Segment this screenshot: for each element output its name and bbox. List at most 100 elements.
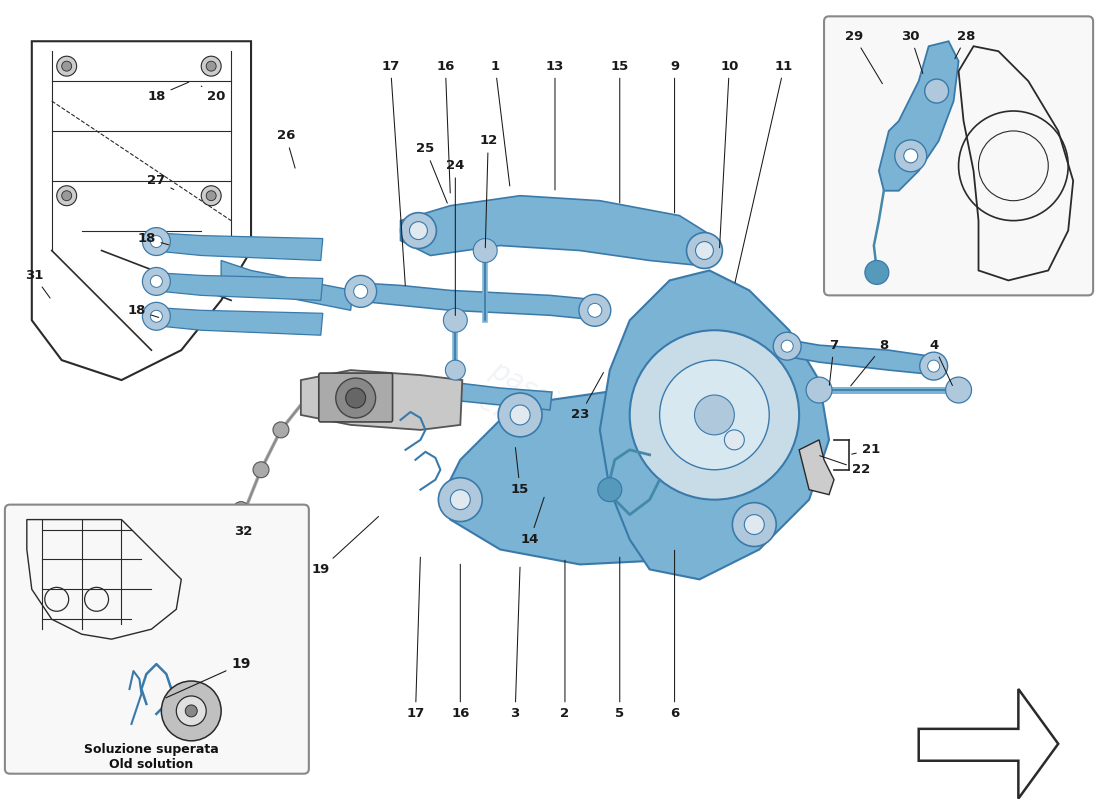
Text: 1: 1 [491, 60, 509, 186]
Polygon shape [918, 689, 1058, 798]
Circle shape [233, 502, 249, 518]
Text: 28: 28 [955, 30, 976, 58]
Circle shape [925, 79, 948, 103]
Circle shape [142, 267, 170, 295]
Polygon shape [221, 261, 353, 310]
Circle shape [162, 681, 221, 741]
Circle shape [345, 388, 365, 408]
Circle shape [151, 235, 163, 247]
Text: 8: 8 [850, 338, 889, 386]
Circle shape [686, 233, 723, 269]
Text: 13: 13 [546, 60, 564, 190]
Text: 11: 11 [735, 60, 793, 282]
Polygon shape [381, 378, 552, 410]
Circle shape [725, 430, 745, 450]
Circle shape [865, 261, 889, 285]
Circle shape [510, 405, 530, 425]
Circle shape [694, 395, 735, 435]
Text: 18: 18 [138, 232, 168, 245]
Circle shape [498, 393, 542, 437]
Circle shape [253, 462, 270, 478]
Circle shape [894, 140, 926, 172]
Text: 16: 16 [437, 60, 454, 193]
Circle shape [142, 302, 170, 330]
Circle shape [151, 275, 163, 287]
Text: 16: 16 [451, 564, 470, 721]
Polygon shape [351, 282, 602, 320]
Text: 18: 18 [128, 304, 158, 318]
Circle shape [185, 705, 197, 717]
Text: passion for
performance: passion for performance [458, 350, 642, 490]
Circle shape [713, 418, 757, 462]
Circle shape [920, 352, 947, 380]
Text: 3: 3 [510, 567, 520, 721]
FancyBboxPatch shape [319, 373, 393, 422]
Text: 25: 25 [416, 142, 448, 203]
Text: Soluzione superata
Old solution: Soluzione superata Old solution [84, 742, 219, 770]
Circle shape [62, 61, 72, 71]
Circle shape [946, 377, 971, 403]
Text: 10: 10 [719, 60, 738, 248]
Circle shape [151, 310, 163, 322]
Text: 5: 5 [615, 558, 625, 721]
Text: 29: 29 [845, 30, 882, 84]
Circle shape [201, 56, 221, 76]
Text: 19: 19 [166, 657, 251, 698]
Text: 6: 6 [670, 550, 679, 721]
Polygon shape [152, 307, 322, 335]
Circle shape [206, 61, 217, 71]
Polygon shape [600, 270, 829, 579]
Text: 31: 31 [24, 269, 51, 298]
Circle shape [206, 190, 217, 201]
Text: 18: 18 [147, 82, 189, 102]
Text: 20: 20 [201, 86, 225, 102]
Text: 30: 30 [902, 30, 923, 74]
Text: 21: 21 [851, 443, 880, 456]
Text: 15: 15 [512, 448, 529, 496]
Text: 27: 27 [147, 174, 174, 190]
Text: 17: 17 [406, 558, 425, 721]
Circle shape [473, 238, 497, 262]
Polygon shape [400, 196, 719, 266]
Polygon shape [152, 273, 322, 300]
Polygon shape [301, 370, 462, 430]
Text: 7: 7 [829, 338, 838, 386]
Circle shape [927, 360, 939, 372]
Text: 2: 2 [560, 560, 570, 721]
Circle shape [57, 56, 77, 76]
FancyBboxPatch shape [4, 505, 309, 774]
Circle shape [695, 242, 714, 259]
Circle shape [354, 285, 367, 298]
Circle shape [773, 332, 801, 360]
Text: 32: 32 [234, 525, 252, 538]
Circle shape [579, 294, 610, 326]
Polygon shape [440, 390, 779, 565]
Text: 17: 17 [382, 60, 405, 286]
Circle shape [57, 186, 77, 206]
Circle shape [176, 696, 206, 726]
Text: 14: 14 [521, 498, 544, 546]
Polygon shape [799, 440, 834, 494]
Circle shape [409, 222, 428, 239]
Polygon shape [779, 338, 944, 375]
Text: 15: 15 [610, 60, 629, 203]
Circle shape [201, 186, 221, 206]
Circle shape [733, 502, 777, 546]
Circle shape [781, 340, 793, 352]
Circle shape [597, 478, 622, 502]
Text: 4: 4 [930, 338, 953, 386]
Circle shape [142, 228, 170, 255]
Circle shape [806, 377, 832, 403]
Circle shape [344, 275, 376, 307]
Circle shape [439, 478, 482, 522]
Text: 24: 24 [447, 159, 464, 315]
Text: 26: 26 [277, 130, 295, 168]
Text: 22: 22 [820, 456, 870, 476]
Text: 9: 9 [670, 60, 679, 213]
Circle shape [904, 149, 917, 163]
Circle shape [450, 490, 471, 510]
Text: 23: 23 [571, 373, 604, 422]
Circle shape [336, 378, 375, 418]
Circle shape [629, 330, 799, 500]
Circle shape [660, 360, 769, 470]
